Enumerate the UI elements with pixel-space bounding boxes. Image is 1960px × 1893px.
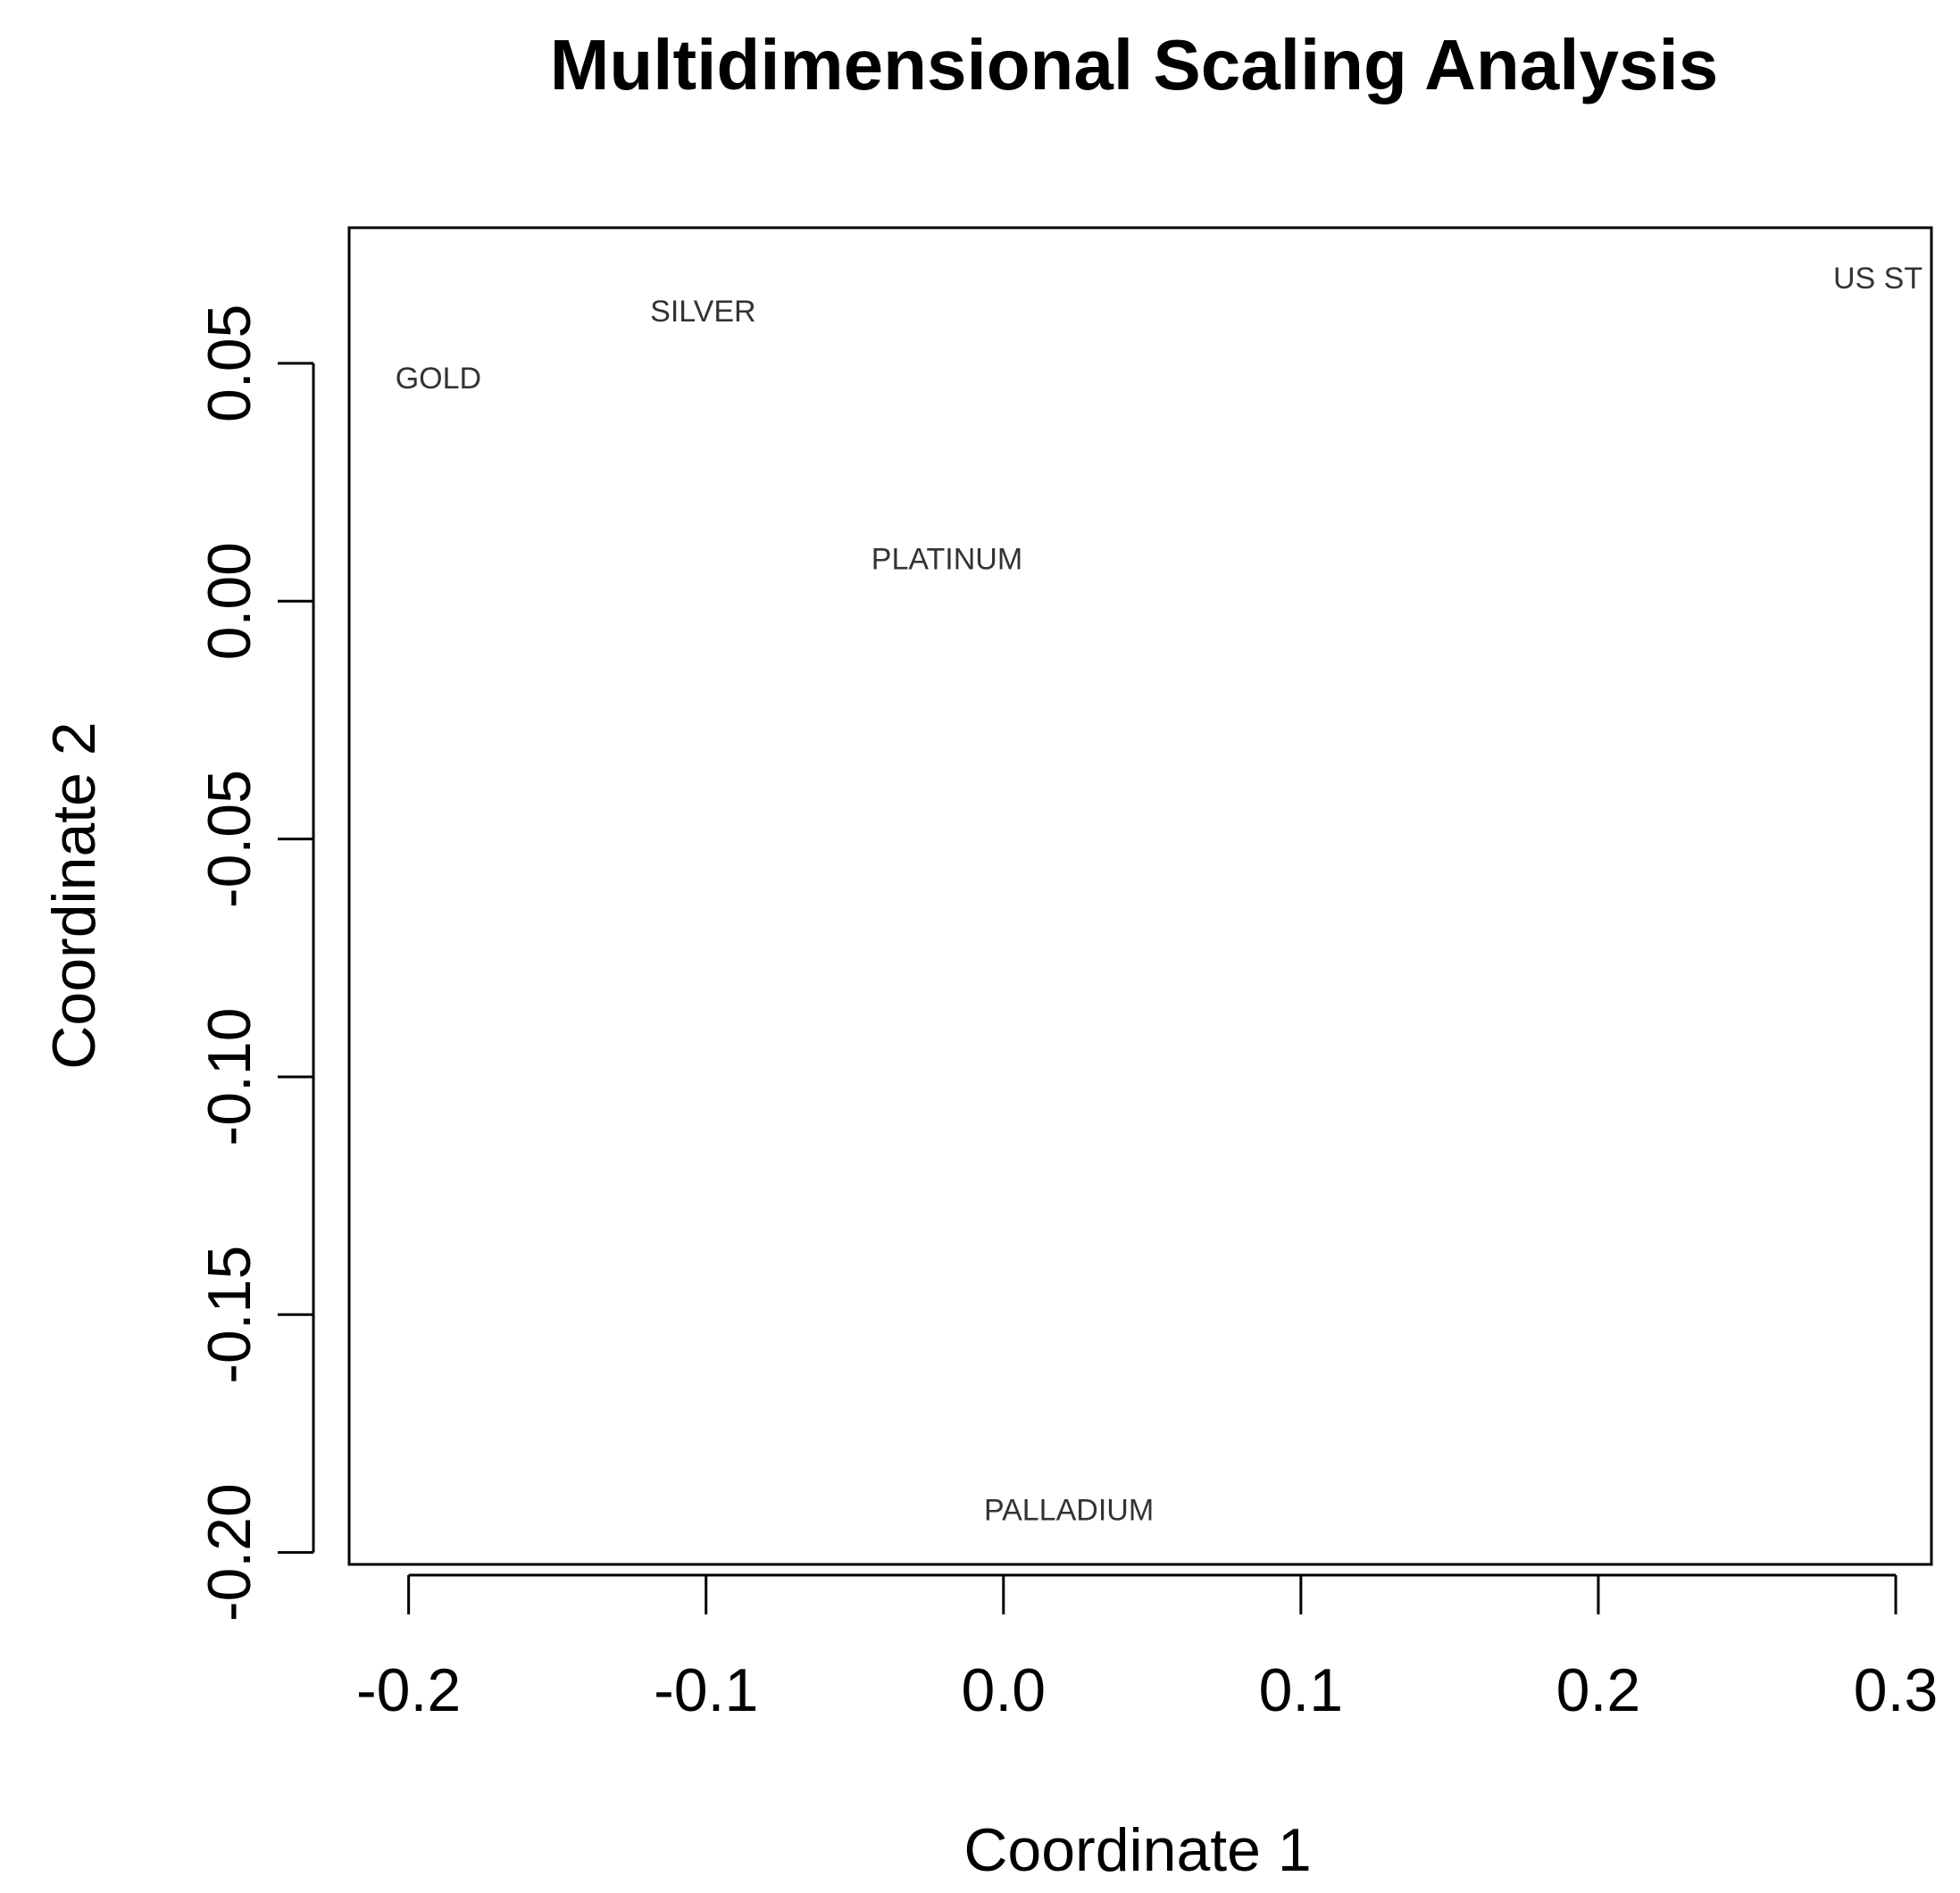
y-tick-label: 0.05: [196, 304, 263, 422]
point-label: PLATINUM: [872, 542, 1022, 576]
y-tick-label: -0.15: [196, 1246, 263, 1384]
y-axis: 0.05 0.00 -0.05 -0.10 -0.15 -0.20: [196, 304, 315, 1622]
y-axis-title: Coordinate 2: [40, 721, 108, 1069]
y-tick-label: -0.20: [196, 1483, 263, 1622]
point-label: US ST: [1833, 262, 1922, 296]
point-label: SILVER: [650, 295, 755, 329]
plot-frame: [347, 226, 1933, 1566]
x-tick-label: 0.1: [1259, 1656, 1344, 1724]
x-tick-label: -0.2: [356, 1656, 461, 1724]
x-tick-label: 0.2: [1556, 1656, 1641, 1724]
y-tick-label: -0.10: [196, 1007, 263, 1146]
x-tick-label: -0.1: [654, 1656, 758, 1724]
chart-title: Multidimensional Scaling Analysis: [550, 25, 1718, 104]
x-axis: -0.2 -0.1 0.0 0.1 0.2 0.3: [356, 1573, 1939, 1724]
point-labels: GOLD SILVER PLATINUM PALLADIUM US ST: [396, 262, 1922, 1528]
x-axis-title: Coordinate 1: [963, 1816, 1311, 1884]
y-tick-label: -0.05: [196, 770, 263, 908]
x-tick-label: 0.0: [962, 1656, 1047, 1724]
point-label: GOLD: [396, 362, 481, 396]
y-tick-label: 0.00: [196, 542, 263, 660]
point-label: PALLADIUM: [984, 1494, 1154, 1528]
x-tick-label: 0.3: [1854, 1656, 1939, 1724]
